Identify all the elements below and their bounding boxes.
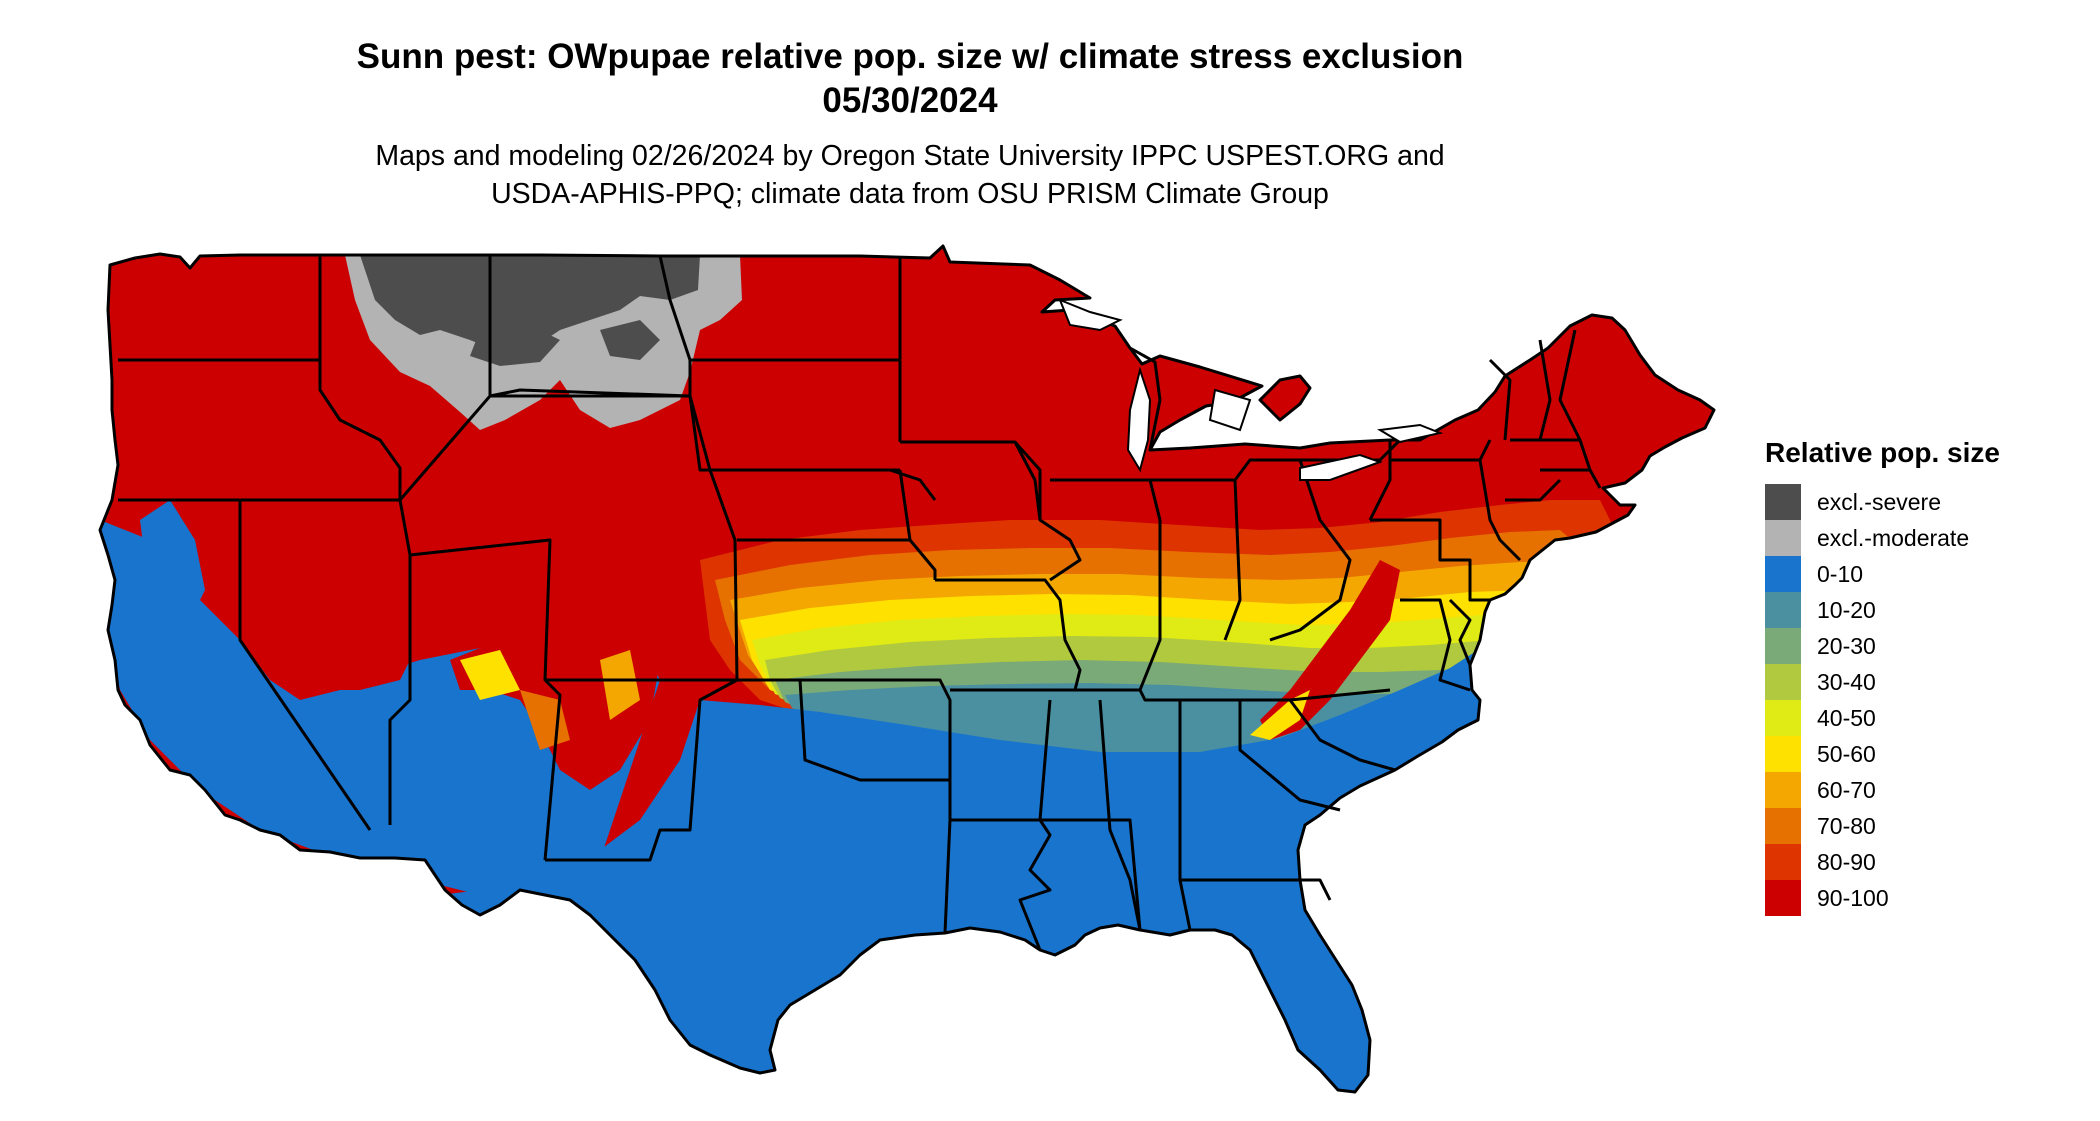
- legend-label: 90-100: [1817, 885, 1889, 911]
- legend-swatch: [1765, 700, 1801, 736]
- legend-label: 0-10: [1817, 561, 1864, 587]
- legend-swatch: [1765, 664, 1801, 700]
- legend-items: excl.-severe excl.-moderate 0-10 10-20 20-30…: [1765, 484, 2065, 916]
- legend-swatch: [1765, 736, 1801, 772]
- legend-swatch: [1765, 808, 1801, 844]
- map-date: 05/30/2024: [822, 81, 998, 120]
- legend-swatch: [1765, 772, 1801, 808]
- legend-swatch: [1765, 592, 1801, 628]
- pest-value-raster: [100, 246, 1714, 1092]
- legend-swatch: [1765, 628, 1801, 664]
- map-credit-line-1: Maps and modeling 02/26/2024 by Oregon S…: [375, 140, 1445, 172]
- state-borders: [98, 244, 1716, 1094]
- legend-swatch: [1765, 520, 1801, 556]
- great-lakes: [1058, 298, 1444, 481]
- legend-label: excl.-severe: [1817, 489, 1941, 515]
- legend-item: 60-70: [1765, 772, 2065, 808]
- map-credit-line-2: USDA-APHIS-PPQ; climate data from OSU PR…: [491, 178, 1329, 210]
- legend-swatch: [1765, 880, 1801, 916]
- legend-item: 20-30: [1765, 628, 2065, 664]
- legend-item: 0-10: [1765, 556, 2065, 592]
- legend-item: 10-20: [1765, 592, 2065, 628]
- legend-item: 50-60: [1765, 736, 2065, 772]
- legend-item: excl.-severe: [1765, 484, 2065, 520]
- legend-label: 40-50: [1817, 705, 1876, 731]
- legend: Relative pop. size excl.-severe excl.-mod…: [1765, 436, 2065, 916]
- legend-label: 70-80: [1817, 813, 1876, 839]
- legend-item: 80-90: [1765, 844, 2065, 880]
- legend-item: 70-80: [1765, 808, 2065, 844]
- legend-label: excl.-moderate: [1817, 525, 1970, 551]
- legend-label: 50-60: [1817, 741, 1876, 767]
- legend-label: 10-20: [1817, 597, 1876, 623]
- legend-label: 30-40: [1817, 669, 1876, 695]
- legend-swatch: [1765, 484, 1801, 520]
- legend-label: 60-70: [1817, 777, 1876, 803]
- legend-swatch: [1765, 844, 1801, 880]
- legend-title: Relative pop. size: [1765, 437, 2000, 468]
- legend-item: 40-50: [1765, 700, 2065, 736]
- legend-item: 90-100: [1765, 880, 2065, 916]
- legend-item: 30-40: [1765, 664, 2065, 700]
- map-area: [98, 244, 1716, 1094]
- legend-label: 20-30: [1817, 633, 1876, 659]
- legend-swatch: [1765, 556, 1801, 592]
- legend-label: 80-90: [1817, 849, 1876, 875]
- map-title: Sunn pest: OWpupae relative pop. size w/…: [356, 37, 1464, 76]
- conus-map: [98, 244, 1716, 1094]
- legend-item: excl.-moderate: [1765, 520, 2065, 556]
